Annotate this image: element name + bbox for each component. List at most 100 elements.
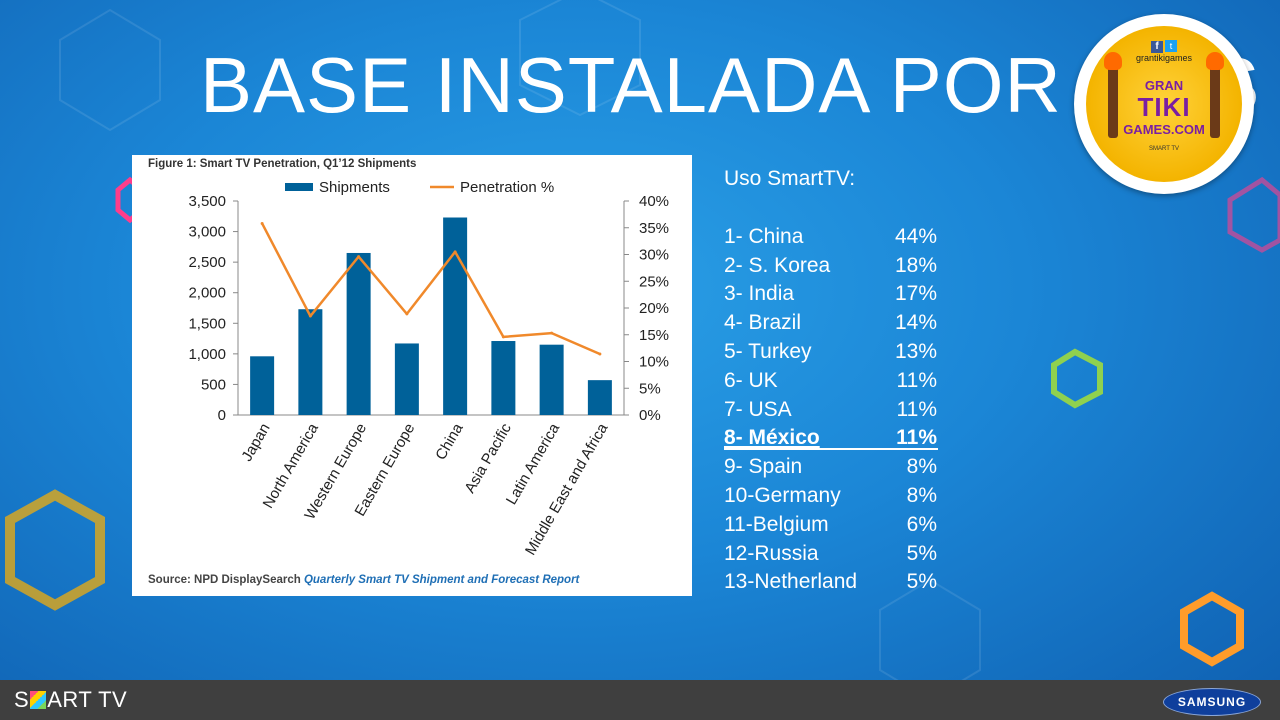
penetration-point (405, 312, 409, 316)
bar-north-america (298, 309, 323, 415)
x-tick-label: China (432, 420, 467, 463)
usage-country: 3- India (724, 282, 795, 306)
usage-country: 6- UK (724, 368, 778, 392)
usage-percent: 6% (906, 512, 937, 536)
chart-source: Source: NPD DisplaySearch Quarterly Smar… (148, 574, 581, 586)
legend-label-penetration: Penetration % (460, 179, 554, 196)
usage-country: 8- México (724, 426, 820, 450)
y-tick-label-right: 40% (639, 193, 669, 210)
usage-row: 4- Brazil 14% (724, 309, 974, 338)
y-tick-label-right: 20% (639, 300, 669, 317)
y-tick-label-right: 5% (639, 380, 661, 397)
bar-japan (250, 356, 275, 415)
usage-row: 6- UK 11% (724, 367, 974, 396)
usage-percent: 5% (906, 541, 937, 565)
penetration-point (260, 221, 264, 225)
usage-percent: 5% (906, 570, 937, 594)
usage-percent: 14% (894, 311, 937, 335)
samsung-logo: SAMSUNG (1163, 688, 1261, 716)
y-tick-label-left: 0 (218, 407, 226, 424)
smart-tv-chart: Figure 1: Smart TV Penetration, Q1’12 Sh… (148, 158, 669, 586)
usage-row: 2- S. Korea 18% (724, 252, 974, 281)
usage-row: 3- India 17% (724, 280, 974, 309)
y-tick-label-left: 2,000 (188, 285, 226, 302)
usage-percent: 17% (894, 282, 937, 306)
x-tick-label: Middle East and Africa (522, 420, 612, 558)
logo-line3: GAMES.COM (1123, 122, 1205, 137)
y-tick-label-right: 35% (639, 220, 669, 237)
gran-tiki-games-logo: f t grantikigames GRAN TIKI GAMES.COM SMAR… (1074, 14, 1254, 194)
usage-row: 7- USA 11% (724, 396, 974, 425)
usage-country: 9- Spain (724, 455, 803, 479)
logo-line1: GRAN (1144, 78, 1184, 93)
usage-row: 13-Netherland 5% (724, 568, 974, 597)
chart-source-prefix: Source: NPD DisplaySearch (148, 574, 304, 586)
y-tick-label-left: 3,000 (188, 224, 226, 241)
logo-social: grantikigames (1135, 53, 1193, 63)
usage-row: 12-Russia 5% (724, 540, 974, 569)
usage-country: 7- USA (724, 397, 792, 421)
usage-country: 10-Germany (724, 483, 841, 507)
penetration-line (261, 222, 601, 356)
usage-percent: 8% (906, 483, 937, 507)
torch-icon (1104, 52, 1122, 138)
usage-percent: 18% (894, 253, 937, 277)
usage-row: 9- Spain 8% (724, 453, 974, 482)
bar-asia-pacific (491, 341, 516, 415)
usage-row: 1- China 44% (724, 223, 974, 252)
y-tick-label-left: 1,500 (188, 315, 226, 332)
penetration-point (598, 352, 602, 356)
bar-western-europe (346, 252, 371, 415)
logo-platforms: SMART TV (1148, 146, 1179, 152)
bar-middle-east-and-africa (587, 380, 612, 415)
chart-panel: Figure 1: Smart TV Penetration, Q1’12 Sh… (132, 155, 692, 596)
usage-percent: 11% (896, 426, 937, 450)
bottom-bar: S ART TV (0, 680, 1280, 720)
usage-country: 4- Brazil (724, 311, 802, 335)
y-tick-label-right: 15% (639, 327, 669, 344)
penetration-point (357, 255, 361, 259)
highlight-underline (724, 448, 938, 451)
smart-tv-logo: S ART TV (14, 687, 128, 712)
bar-eastern-europe (394, 343, 419, 415)
penetration-point (308, 314, 312, 318)
usage-heading: Uso SmartTV: (724, 167, 856, 190)
smart-tv-logo-icon (30, 691, 47, 709)
penetration-point (501, 335, 505, 339)
twitter-icon: t (1165, 40, 1177, 52)
y-tick-label-right: 10% (639, 354, 669, 371)
bar-china (443, 217, 468, 415)
usage-country: 12-Russia (724, 541, 819, 565)
usage-percent: 13% (894, 339, 937, 363)
usage-country: 13-Netherland (724, 570, 858, 594)
x-tick-label: Asia Pacific (461, 420, 515, 496)
y-tick-label-left: 1,000 (188, 346, 226, 363)
usage-country: 5- Turkey (724, 339, 812, 363)
usage-country: 11-Belgium (724, 512, 829, 536)
usage-row: 8- México 11% (724, 424, 974, 453)
usage-row: 10-Germany 8% (724, 482, 974, 511)
chart-source-title: Quarterly Smart TV Shipment and Forecast… (304, 574, 581, 586)
y-tick-label-right: 25% (639, 273, 669, 290)
facebook-icon: f (1151, 41, 1163, 53)
usage-percent: 44% (894, 224, 937, 248)
usage-percent: 8% (906, 455, 937, 479)
y-tick-label-right: 0% (639, 407, 661, 424)
y-tick-label-left: 2,500 (188, 254, 226, 271)
penetration-point (453, 250, 457, 254)
usage-row: 11-Belgium 6% (724, 511, 974, 540)
x-tick-label: Japan (238, 421, 273, 465)
legend-label-shipments: Shipments (319, 179, 390, 196)
legend-swatch-shipments (285, 183, 313, 191)
usage-country: 1- China (724, 224, 804, 248)
y-tick-label-right: 30% (639, 247, 669, 264)
y-tick-label-left: 500 (201, 376, 226, 393)
usage-percent: 11% (896, 397, 937, 421)
usage-row: 5- Turkey 13% (724, 338, 974, 367)
bar-latin-america (539, 344, 564, 415)
logo-line2: TIKI (1137, 92, 1191, 122)
usage-percent: 11% (896, 368, 937, 392)
penetration-point (550, 331, 554, 335)
smarttv-usage-list: Uso SmartTV: 1- China 44% 2- S. Korea 18% 3-… (724, 165, 974, 597)
